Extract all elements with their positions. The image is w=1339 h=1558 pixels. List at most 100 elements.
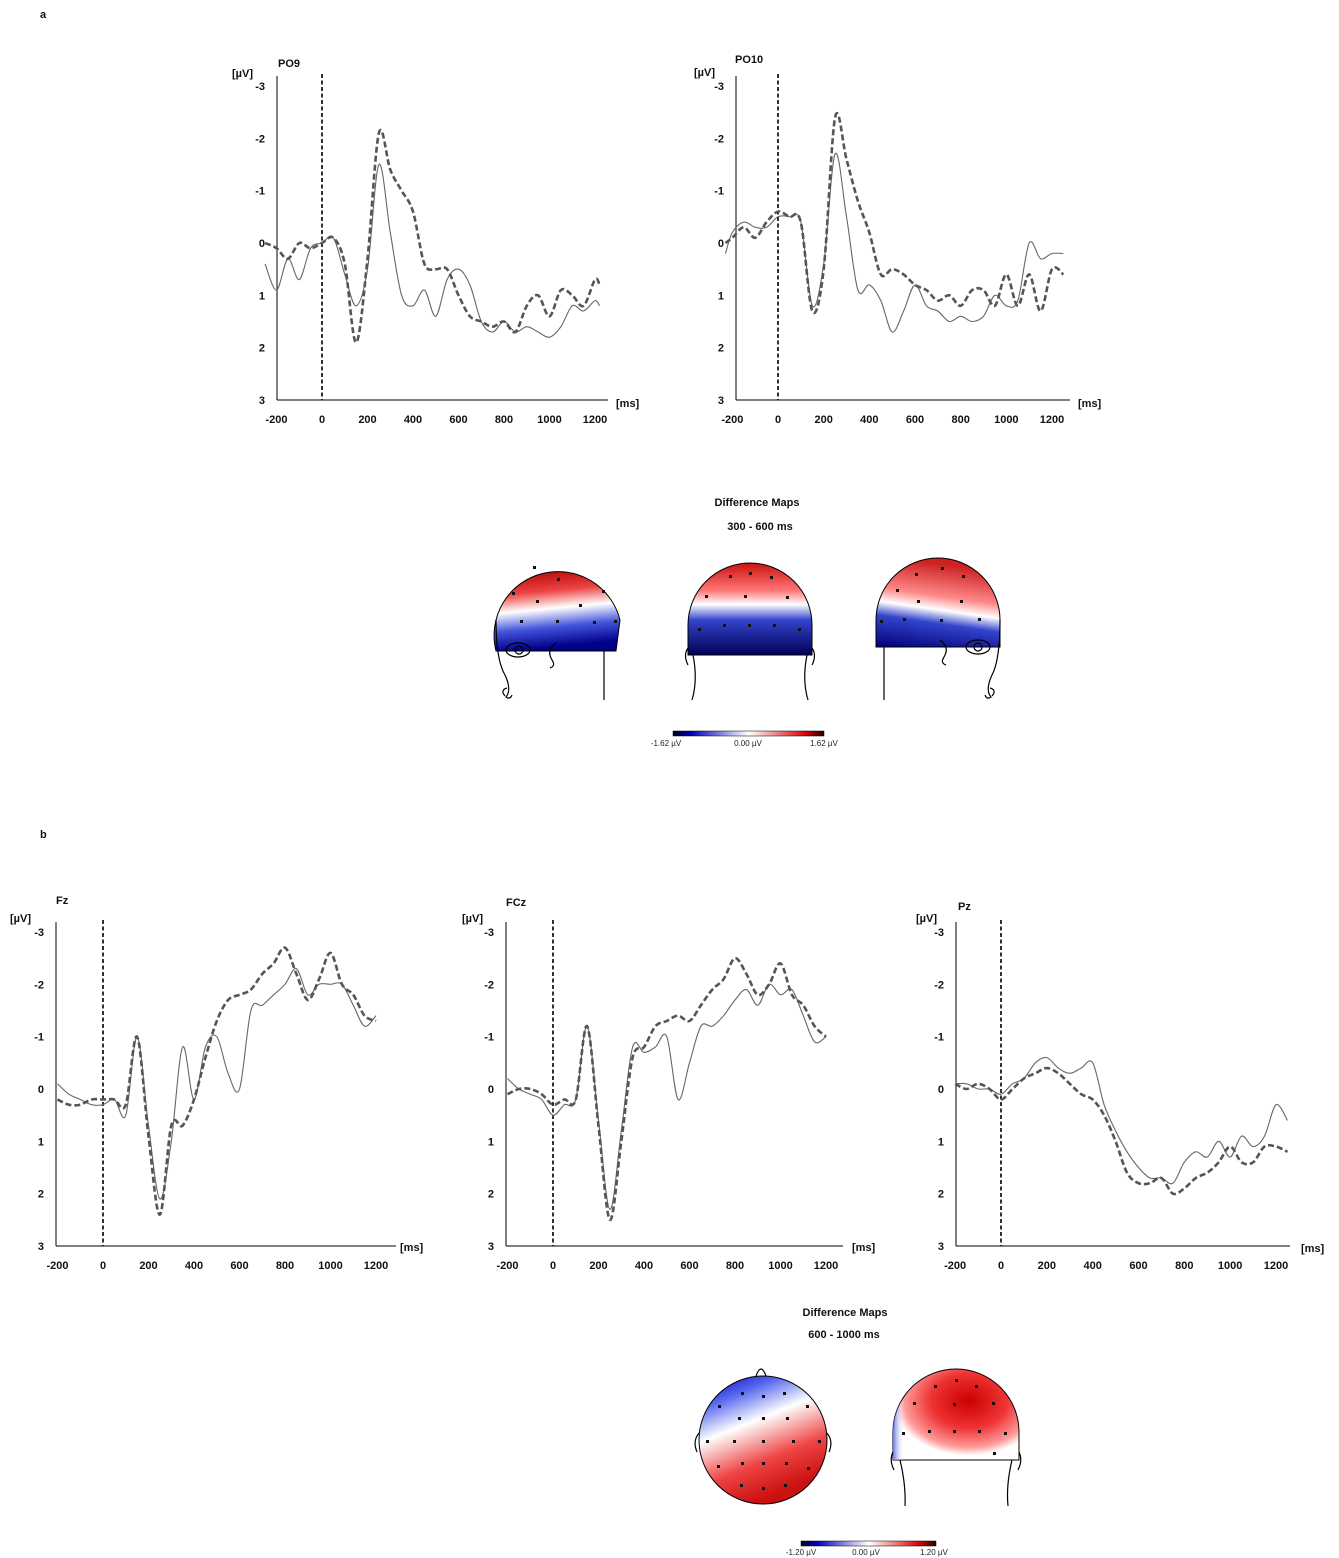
colorbar-b: -1.20 µV 0.00 µV 1.20 µV (786, 1540, 949, 1557)
neck-outline-back-b (899, 1459, 1013, 1507)
panel-label-b: b (40, 829, 47, 841)
x-tick-label: 200 (1038, 1260, 1056, 1272)
head-map-top-view (694, 1368, 832, 1505)
series-line-dashed (56, 946, 377, 1216)
x-axis-label: [ms] (400, 1242, 424, 1254)
y-tick-label: 1 (38, 1136, 44, 1148)
head-map-right-view (875, 557, 1001, 700)
ear-icon (939, 639, 947, 666)
ear-icon (549, 642, 557, 669)
channel-label: Fz (56, 895, 69, 907)
y-tick-label: -1 (484, 1032, 494, 1044)
x-tick-label: -200 (46, 1260, 68, 1272)
y-tick-label: 3 (718, 395, 724, 407)
y-axis-label: [µV] (10, 913, 31, 925)
y-tick-label: -3 (255, 81, 265, 93)
erp-chart-pz: Pz [µV] [ms] -3 -2 -1 0 1 2 3-200 0 200 400 600 800 100… (916, 901, 1325, 1272)
difference-maps-title-a: Difference Maps (715, 497, 800, 509)
erp-chart-fz: Fz [µV] [ms] -3 -2 -1 0 1 2 3-200 0 200 400 600 800 100… (10, 895, 424, 1272)
y-tick-label: -2 (255, 133, 265, 145)
x-tick-label: 800 (951, 414, 969, 426)
y-tick-label: 1 (718, 290, 724, 302)
difference-maps-subtitle-a: 300 - 600 ms (727, 521, 792, 533)
colorbar-min-label-b: -1.20 µV (786, 1548, 817, 1557)
colorbar-mid-label-a: 0.00 µV (734, 739, 762, 748)
x-tick-label: 1200 (1264, 1260, 1288, 1272)
x-tick-label: 800 (495, 414, 513, 426)
erp-chart-po9: PO9 [µV] [ms] -3 -2 -1 0 1 2 3-200 0 200 400 600 800 10… (232, 58, 640, 426)
erp-chart-fcz: FCz [µV] [ms] -3 -2 -1 0 1 2 3-200 0 200 400 600 800 10… (462, 897, 876, 1272)
y-tick-label: 2 (259, 343, 265, 355)
channel-label: FCz (506, 897, 527, 909)
x-tick-label: 200 (814, 414, 832, 426)
head-outline-right (883, 619, 1001, 700)
x-tick-label: 600 (680, 1260, 698, 1272)
neck-outline-back (691, 654, 809, 701)
x-tick-label: 1200 (1040, 414, 1064, 426)
y-tick-label: 2 (38, 1189, 44, 1201)
y-tick-label: 0 (259, 238, 265, 250)
y-tick-label: 3 (938, 1241, 944, 1253)
x-tick-label: -200 (496, 1260, 518, 1272)
colorbar-max-label-a: 1.62 µV (810, 739, 838, 748)
y-tick-label: -1 (34, 1032, 44, 1044)
y-tick-label: 0 (938, 1084, 944, 1096)
colorbar-mid-label-b: 0.00 µV (852, 1548, 880, 1557)
x-axis-label: [ms] (1301, 1243, 1325, 1255)
series-line-dashed (264, 128, 601, 344)
y-tick-label: 0 (718, 238, 724, 250)
x-tick-label: 1000 (994, 414, 1018, 426)
nose-outline (755, 1368, 767, 1377)
y-tick-label: 1 (259, 290, 265, 302)
difference-maps-a: Difference Maps 300 - 600 ms (493, 497, 1001, 748)
x-axis-label: [ms] (616, 398, 640, 410)
difference-maps-title-b: Difference Maps (803, 1307, 888, 1319)
y-tick-label: 0 (488, 1084, 494, 1096)
x-tick-label: 200 (139, 1260, 157, 1272)
x-tick-label: -200 (265, 414, 287, 426)
x-tick-label: 1200 (364, 1260, 388, 1272)
series-line-dashed (724, 112, 1065, 315)
head-map-back-view-b (890, 1368, 1022, 1507)
colorbar-gradient-b (800, 1540, 937, 1547)
x-tick-label: 1200 (583, 414, 607, 426)
y-tick-label: -3 (714, 81, 724, 93)
panel-label-a: a (40, 9, 47, 21)
erp-chart-po10: PO10 [µV] [ms] -3 -2 -1 0 1 2 3 -200 0 200 400 600 800 1… (694, 54, 1102, 426)
x-tick-label: 200 (589, 1260, 607, 1272)
x-axis-label: [ms] (852, 1242, 876, 1254)
colorbar-gradient-a (672, 730, 825, 737)
y-tick-label: -2 (934, 979, 944, 991)
y-tick-label: 1 (938, 1136, 944, 1148)
x-tick-label: -200 (944, 1260, 966, 1272)
channel-label: Pz (958, 901, 971, 913)
channel-label: PO10 (735, 54, 763, 66)
x-tick-label: 400 (404, 414, 422, 426)
x-tick-label: 1000 (768, 1260, 792, 1272)
y-tick-label: -2 (34, 979, 44, 991)
channel-label: PO9 (278, 58, 300, 70)
series-line-solid (955, 1056, 1288, 1185)
y-axis-label: [µV] (232, 68, 253, 80)
y-tick-label: -2 (714, 133, 724, 145)
y-tick-label: 0 (38, 1084, 44, 1096)
x-tick-label: 400 (1083, 1260, 1101, 1272)
y-tick-label: 2 (938, 1189, 944, 1201)
x-tick-label: 200 (358, 414, 376, 426)
x-tick-label: 0 (550, 1260, 556, 1272)
x-tick-label: -200 (721, 414, 743, 426)
x-tick-label: 1000 (318, 1260, 342, 1272)
y-axis-label: [µV] (694, 67, 715, 79)
x-tick-label: 1200 (814, 1260, 838, 1272)
x-tick-label: 400 (185, 1260, 203, 1272)
y-tick-label: -3 (34, 927, 44, 939)
difference-maps-b: Difference Maps 600 - 1000 ms (694, 1307, 1022, 1557)
x-tick-label: 400 (860, 414, 878, 426)
y-tick-label: -2 (484, 979, 494, 991)
y-tick-label: 3 (259, 395, 265, 407)
x-tick-label: 800 (276, 1260, 294, 1272)
series-line-solid (264, 163, 600, 338)
y-tick-label: -1 (934, 1032, 944, 1044)
y-tick-label: -3 (484, 927, 494, 939)
x-tick-label: 800 (1175, 1260, 1193, 1272)
